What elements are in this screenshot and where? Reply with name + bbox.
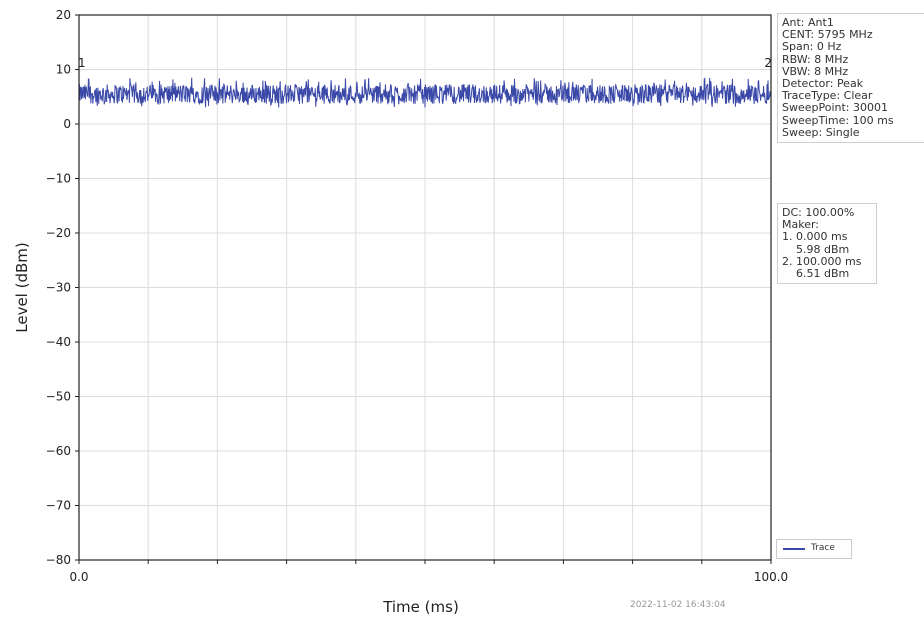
marker-info-box: DC: 100.00% Maker: 1. 0.000 ms 5.98 dBm 2. … [777,203,877,285]
info-line: 2. 100.000 ms [782,254,862,268]
y-tick-label: −40 [46,335,71,349]
info-line: 6.51 dBm [782,267,850,281]
info-line: Detector: Peak [782,77,864,91]
settings-info-box: Ant: Ant1 CENT: 5795 MHz Span: 0 Hz RBW: 8 … [777,13,924,144]
x-axis: 0.0 100.0 [69,560,788,584]
y-axis-label: Level (dBm) [13,242,31,333]
y-tick-label: −10 [46,172,71,186]
info-line: SweepPoint: 30001 [782,101,889,115]
info-line: Span: 0 Hz [782,40,842,54]
marker-label: 1 [78,56,86,70]
y-tick-label: −80 [46,553,71,567]
info-line: Sweep: Single [782,125,860,139]
x-tick-label: 0.0 [69,570,88,584]
timestamp: 2022-11-02 16:43:04 [630,600,726,610]
info-line: Ant: Ant1 [782,16,834,29]
info-line: RBW: 8 MHz [782,52,849,66]
legend-label: Trace [811,543,835,553]
info-line: 1. 0.000 ms [782,230,848,244]
legend-swatch [783,548,805,550]
trace-line [78,77,772,108]
y-tick-label: −50 [46,390,71,404]
x-axis-label: Time (ms) [382,598,459,616]
y-axis: 20 10 0 −10 −20 −30 −40 −50 −60 −70 −80 [46,8,79,567]
y-tick-label: 10 [56,63,71,77]
legend: Trace [776,539,852,559]
info-line: CENT: 5795 MHz [782,28,873,42]
marker-label: 2 [764,56,772,70]
info-line: SweepTime: 100 ms [782,113,894,127]
y-tick-label: −20 [46,226,71,240]
y-tick-label: −30 [46,281,71,295]
info-line: DC: 100.00% [782,206,855,219]
y-tick-label: 20 [56,8,71,22]
info-line: VBW: 8 MHz [782,64,849,78]
x-tick-label: 100.0 [754,570,788,584]
y-tick-label: −60 [46,444,71,458]
trace-series [78,77,772,108]
info-line: TraceType: Clear [782,89,873,103]
info-line: Maker: [782,218,820,232]
y-tick-label: 0 [63,117,71,131]
grid [79,14,771,561]
y-tick-label: −70 [46,499,71,513]
info-line: 5.98 dBm [782,242,850,256]
